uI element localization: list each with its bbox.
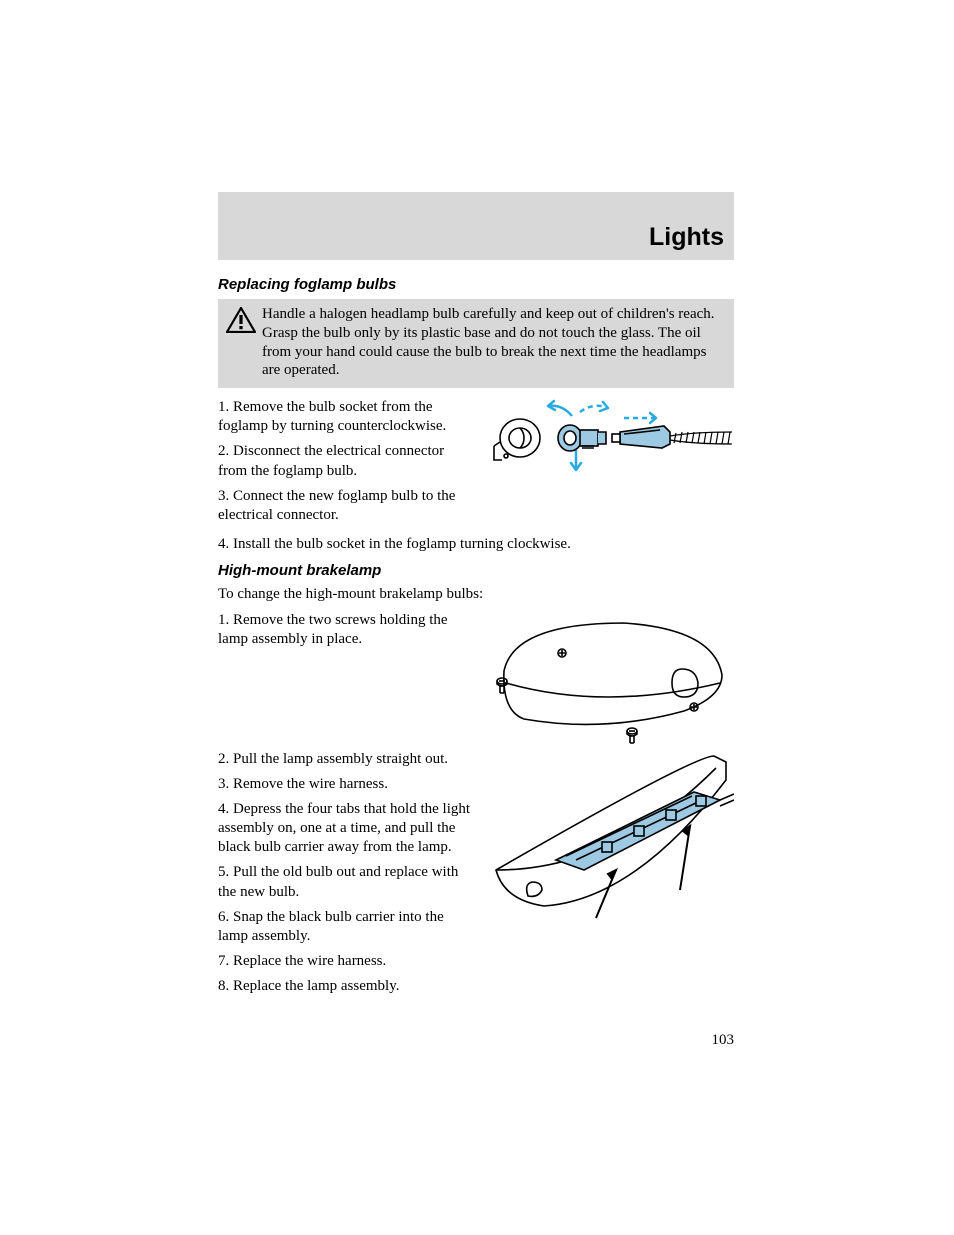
foglamp-steps-left: 1. Remove the bulb socket from the fogla… (218, 398, 472, 531)
step-text: 1. Remove the bulb socket from the fogla… (218, 398, 472, 436)
foglamp-bulb-diagram (484, 398, 734, 531)
page-content: Replacing foglamp bulbs Handle a halogen… (218, 276, 734, 1007)
brakelamp-steps-2: 2. Pull the lamp assembly straight out. … (218, 750, 472, 1003)
step-text: 5. Pull the old bulb out and replace wit… (218, 863, 472, 901)
step-text: 4. Install the bulb socket in the foglam… (218, 535, 734, 554)
warning-text: Handle a halogen headlamp bulb carefully… (262, 305, 726, 380)
step-text: 2. Pull the lamp assembly straight out. (218, 750, 472, 769)
brakelamp-row-1: 1. Remove the two screws holding the lam… (218, 611, 734, 746)
foglamp-row: 1. Remove the bulb socket from the fogla… (218, 398, 734, 531)
step-text: 6. Snap the black bulb carrier into the … (218, 908, 472, 946)
section-heading-foglamp: Replacing foglamp bulbs (218, 276, 734, 293)
brakelamp-row-2: 2. Pull the lamp assembly straight out. … (218, 750, 734, 1003)
brakelamp-carrier-diagram (484, 750, 734, 1003)
intro-text: To change the high-mount brakelamp bulbs… (218, 585, 734, 604)
step-text: 7. Replace the wire harness. (218, 952, 472, 971)
step-text: 3. Connect the new foglamp bulb to the e… (218, 487, 472, 525)
page-number: 103 (712, 1032, 735, 1049)
warning-row: Handle a halogen headlamp bulb carefully… (226, 305, 726, 380)
page-root: Lights Replacing foglamp bulbs Handle a … (0, 0, 954, 1235)
warning-triangle-icon (226, 307, 256, 333)
chapter-title: Lights (649, 223, 724, 252)
chapter-header-band: Lights (218, 192, 734, 260)
step-text: 2. Disconnect the electrical connector f… (218, 442, 472, 480)
brakelamp-steps-1: 1. Remove the two screws holding the lam… (218, 611, 472, 746)
warning-callout: Handle a halogen headlamp bulb carefully… (218, 299, 734, 388)
step-text: 1. Remove the two screws holding the lam… (218, 611, 472, 649)
step-text: 4. Depress the four tabs that hold the l… (218, 800, 472, 858)
step-text: 8. Replace the lamp assembly. (218, 977, 472, 996)
section-heading-brakelamp: High-mount brakelamp (218, 562, 734, 579)
step-text: 3. Remove the wire harness. (218, 775, 472, 794)
brakelamp-cover-diagram (484, 611, 734, 746)
